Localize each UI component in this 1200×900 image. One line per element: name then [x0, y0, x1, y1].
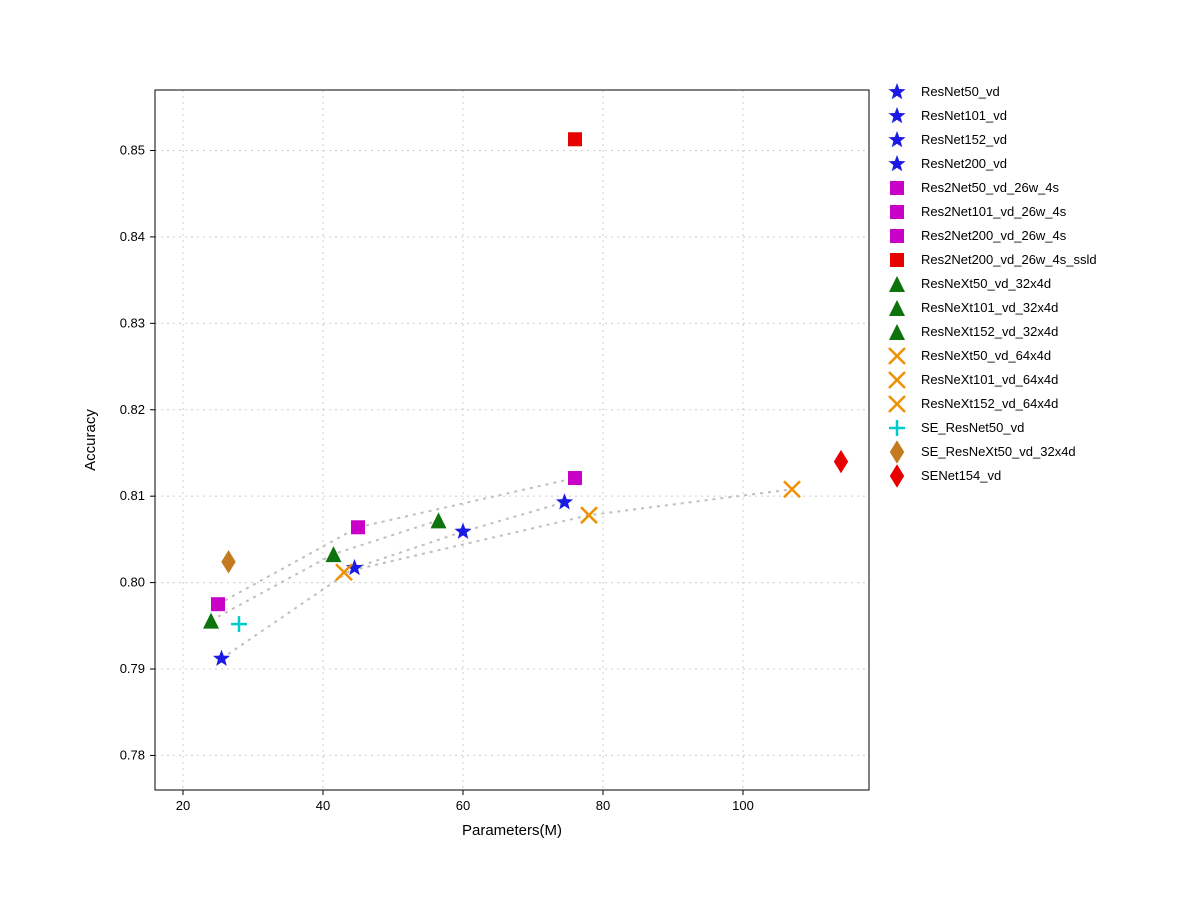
legend-label: Res2Net50_vd_26w_4s	[921, 180, 1060, 195]
square-icon	[890, 181, 904, 195]
scatter-chart: 20 40 60 80 100 0.78 0.79 0.80 0.81 0.82 0.83 0.84 0…	[0, 0, 1200, 900]
legend-label: ResNet101_vd	[921, 108, 1007, 123]
chart-container: 20 40 60 80 100 0.78 0.79 0.80 0.81 0.82 0.83 0.84 0…	[0, 0, 1200, 900]
y-tick-label: 0.81	[120, 488, 145, 503]
y-tick-label: 0.78	[120, 747, 145, 762]
legend-label: Res2Net200_vd_26w_4s	[921, 228, 1067, 243]
y-tick-label: 0.84	[120, 229, 145, 244]
data-point	[568, 132, 582, 146]
legend-label: ResNeXt101_vd_64x4d	[921, 372, 1058, 387]
square-icon	[890, 229, 904, 243]
square-icon	[568, 132, 582, 146]
legend-label: ResNeXt152_vd_32x4d	[921, 324, 1058, 339]
legend-label: ResNeXt152_vd_64x4d	[921, 396, 1058, 411]
x-tick-label: 20	[176, 798, 190, 813]
y-tick-label: 0.82	[120, 402, 145, 417]
x-tick-label: 60	[456, 798, 470, 813]
square-icon	[890, 205, 904, 219]
data-point	[351, 520, 365, 534]
legend-label: ResNeXt101_vd_32x4d	[921, 300, 1058, 315]
data-point	[211, 597, 225, 611]
legend-item: Res2Net200_vd_26w_4s_ssld	[890, 252, 1097, 267]
x-tick-label: 40	[316, 798, 330, 813]
legend-label: SENet154_vd	[921, 468, 1001, 483]
data-point	[568, 471, 582, 485]
legend-label: Res2Net101_vd_26w_4s	[921, 204, 1067, 219]
legend-label: ResNet200_vd	[921, 156, 1007, 171]
legend-label: SE_ResNet50_vd	[921, 420, 1024, 435]
legend-label: ResNet152_vd	[921, 132, 1007, 147]
square-icon	[890, 253, 904, 267]
y-tick-label: 0.85	[120, 142, 145, 157]
x-tick-label: 100	[732, 798, 754, 813]
x-axis-label: Parameters(M)	[462, 822, 562, 839]
y-tick-label: 0.80	[120, 575, 145, 590]
legend-label: Res2Net200_vd_26w_4s_ssld	[921, 252, 1097, 267]
legend-label: SE_ResNeXt50_vd_32x4d	[921, 444, 1076, 459]
square-icon	[568, 471, 582, 485]
x-tick-label: 80	[596, 798, 610, 813]
legend-label: ResNeXt50_vd_64x4d	[921, 348, 1051, 363]
legend-label: ResNet50_vd	[921, 84, 1000, 99]
square-icon	[211, 597, 225, 611]
y-tick-label: 0.79	[120, 661, 145, 676]
square-icon	[351, 520, 365, 534]
legend-label: ResNeXt50_vd_32x4d	[921, 276, 1051, 291]
y-axis-label: Accuracy	[82, 409, 99, 471]
y-tick-label: 0.83	[120, 315, 145, 330]
